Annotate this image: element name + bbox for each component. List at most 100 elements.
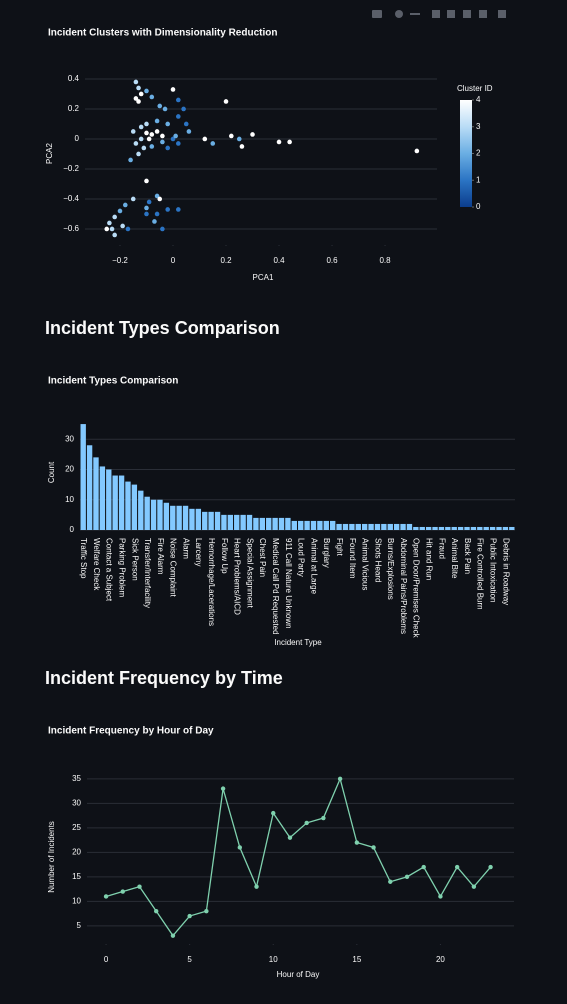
marker (488, 864, 493, 870)
point (122, 202, 128, 208)
bar (489, 526, 496, 530)
x-tick-label: Burns/Explosions (386, 538, 395, 600)
marker (154, 908, 159, 914)
point (160, 133, 165, 139)
bar (425, 526, 432, 530)
y-tick-label: 10 (72, 896, 81, 905)
bar (234, 514, 240, 530)
bar (406, 523, 413, 530)
marker (220, 786, 226, 791)
point (133, 79, 139, 85)
x-tick-label: Animal Bite (450, 538, 459, 579)
point (136, 151, 141, 157)
home-icon[interactable] (479, 10, 487, 18)
marker (471, 884, 477, 889)
colorbar-tick-label: 4 (476, 95, 481, 104)
point (176, 114, 181, 119)
point (125, 226, 131, 232)
x-tick-label: 20 (436, 955, 445, 964)
point (165, 207, 170, 212)
x-tick-label: Welfare Check (92, 538, 101, 591)
zoom-in-icon[interactable] (432, 10, 440, 18)
fullscreen-icon[interactable] (498, 10, 506, 18)
bar (291, 520, 297, 530)
autoscale-icon[interactable] (463, 10, 471, 18)
section-heading: Incident Frequency by Time (45, 668, 283, 688)
x-tick-label: Fire Alarm (156, 538, 165, 575)
point (149, 94, 155, 100)
x-tick-label: 10 (269, 955, 278, 964)
bar (445, 526, 451, 530)
point (144, 88, 149, 94)
point (133, 96, 139, 101)
bar (464, 526, 470, 530)
bar (131, 484, 138, 530)
line (105, 776, 492, 937)
x-tick-label: Medical Call Pd Requested (271, 538, 280, 635)
bar (509, 526, 515, 530)
bar (298, 520, 304, 530)
point (152, 219, 157, 224)
bar (202, 511, 208, 530)
marker (137, 884, 142, 889)
x-tick-label: Fraud (437, 538, 446, 559)
y-tick-label: 30 (65, 434, 74, 443)
point (176, 97, 181, 103)
marker (438, 894, 443, 899)
point (236, 136, 242, 142)
point (112, 214, 117, 220)
point (149, 132, 155, 137)
camera-icon[interactable] (372, 10, 382, 18)
marker (204, 908, 209, 914)
bar (278, 517, 285, 530)
y-tick-label: 25 (72, 823, 81, 832)
x-tick-label: Chest Pain (258, 538, 267, 577)
colorbar-tick-label: 3 (476, 122, 481, 131)
x-tick-label: 911 Call Nature Unknown (284, 538, 293, 629)
x-tick-label: Heart Problems/AICD (233, 538, 242, 615)
x-tick-label: Open Door/Premises Check (412, 538, 421, 639)
y-tick-label: 35 (72, 774, 81, 783)
marker (103, 894, 109, 899)
marker (454, 864, 460, 870)
x-tick-label: Transfer/Interfacility (143, 538, 152, 608)
x-tick-label: Shots Heard (373, 538, 382, 582)
point (287, 139, 292, 145)
bar (240, 514, 246, 530)
x-tick-label: Alarm (181, 538, 190, 559)
x-tick-label: Larceny (194, 538, 203, 566)
bar (272, 517, 278, 530)
bar (266, 517, 272, 530)
bar (80, 424, 86, 530)
point (160, 226, 165, 232)
bar (246, 514, 253, 530)
y-tick-label: 20 (72, 847, 81, 856)
bar (144, 496, 150, 530)
bar (214, 511, 221, 530)
point (157, 103, 163, 109)
y-tick-label: 15 (72, 872, 81, 881)
y-tick-label: 0 (70, 525, 75, 534)
bar (106, 469, 112, 530)
x-tick-label: Traffic Stop (79, 538, 88, 579)
zoom-out-icon[interactable] (447, 10, 455, 18)
y-axis-label: Number of Incidents (47, 821, 56, 893)
marker (237, 845, 243, 850)
pan-icon[interactable] (410, 13, 420, 15)
point (223, 99, 229, 104)
x-tick-label: Special Assignment (245, 538, 254, 609)
zoom-icon[interactable] (395, 10, 403, 18)
toolbar (372, 10, 506, 18)
bar (413, 526, 419, 530)
x-tick-label: Parking Problem (117, 538, 126, 597)
point (170, 136, 176, 142)
point (138, 136, 144, 142)
marker (304, 820, 309, 826)
bar (99, 466, 106, 530)
x-axis-label: Hour of Day (277, 970, 320, 979)
point (165, 145, 170, 151)
bar (317, 520, 323, 530)
point (186, 129, 192, 134)
point (154, 129, 160, 134)
x-tick-label: Fire Controlled Burn (476, 538, 485, 610)
